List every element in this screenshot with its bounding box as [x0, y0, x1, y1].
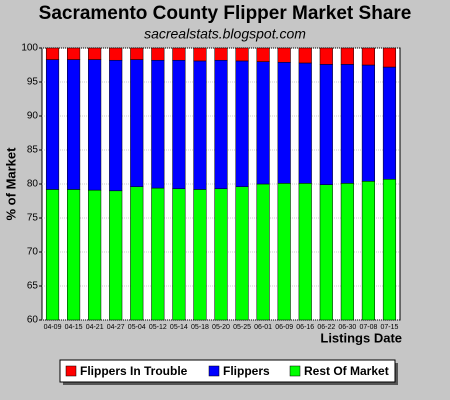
- bar-segment: [340, 47, 354, 65]
- x-tick-label: 05-12: [149, 324, 167, 331]
- x-tick-label: 05-04: [128, 324, 146, 331]
- x-tick-label: 04-21: [86, 324, 104, 331]
- bar-segment: [382, 47, 397, 68]
- x-tick-label: 04-09: [44, 324, 62, 331]
- x-tick-label: 05-18: [191, 324, 209, 331]
- bar-segment: [130, 186, 144, 321]
- x-tick-label: 04-27: [107, 324, 125, 331]
- y-tick-label: 60: [27, 315, 39, 326]
- y-tick-label: 65: [27, 281, 39, 292]
- bar-segment: [214, 47, 228, 61]
- bar-segment: [277, 183, 291, 321]
- y-tick-label: 75: [27, 213, 39, 224]
- x-tick-label: 05-14: [170, 324, 188, 331]
- x-tick-label: 05-20: [212, 324, 230, 331]
- bar-segment: [319, 184, 333, 321]
- bar-segment: [214, 188, 228, 321]
- y-tick-label: 95: [27, 77, 39, 88]
- bar-segment: [151, 47, 165, 61]
- bar-segment: [319, 64, 333, 185]
- bar-segment: [193, 189, 207, 321]
- chart-title: Sacramento County Flipper Market Share: [39, 3, 412, 24]
- bar-segment: [256, 61, 270, 185]
- bar-segment: [361, 181, 375, 321]
- bar-segment: [382, 178, 397, 321]
- bar-segment: [172, 59, 186, 190]
- bar-segment: [235, 60, 249, 187]
- bar-segment: [172, 188, 186, 321]
- x-tick-label: 07-15: [381, 324, 399, 331]
- bar-segment: [277, 62, 291, 184]
- legend-label: Flippers: [223, 364, 270, 378]
- legend-swatch: [289, 365, 301, 377]
- bar-segment: [214, 59, 228, 190]
- bar-segment: [88, 189, 102, 321]
- y-tick-label: 90: [27, 111, 39, 122]
- bar-segment: [256, 183, 270, 321]
- bar-segment: [298, 62, 312, 184]
- bar-segment: [109, 59, 123, 192]
- x-tick-label: 06-01: [254, 324, 272, 331]
- y-tick-label: 80: [27, 179, 39, 190]
- bar-segment: [361, 47, 375, 66]
- bar-segment: [193, 47, 207, 62]
- x-tick-label: 04-15: [65, 324, 83, 331]
- legend-label: Rest Of Market: [304, 364, 389, 378]
- bar-segment: [298, 47, 312, 64]
- legend-swatch: [65, 365, 77, 377]
- bar-segment: [88, 59, 102, 191]
- bar-segment: [172, 47, 186, 61]
- bar-segment: [340, 64, 354, 184]
- legend-swatch: [208, 365, 220, 377]
- bar-segment: [45, 47, 60, 60]
- bar-segment: [67, 59, 81, 190]
- x-tick-label: 06-30: [338, 324, 356, 331]
- bar-segment: [151, 187, 165, 321]
- y-tick-label: 100: [21, 43, 38, 54]
- x-tick-label: 06-22: [317, 324, 335, 331]
- x-tick-label: 06-09: [275, 324, 293, 331]
- bar-segment: [88, 47, 102, 60]
- bar-segment: [67, 47, 81, 60]
- bar-segment: [340, 183, 354, 321]
- x-tick-label: 06-16: [296, 324, 314, 331]
- bar-segment: [151, 59, 165, 189]
- y-tick-label: 70: [27, 247, 39, 258]
- bar-segment: [298, 183, 312, 321]
- bar-segment: [193, 60, 207, 190]
- legend-box: [59, 359, 396, 383]
- bar-segment: [235, 186, 249, 321]
- bar-segment: [235, 47, 249, 62]
- x-tick-label: 07-08: [359, 324, 377, 331]
- bar-segment: [382, 66, 397, 180]
- bar-segment: [130, 59, 144, 187]
- bar-segment: [130, 47, 144, 60]
- bar-segment: [256, 47, 270, 62]
- legend-label: Flippers In Trouble: [80, 364, 188, 378]
- bar-segment: [109, 47, 123, 61]
- x-axis-label: Listings Date: [320, 330, 402, 345]
- x-tick-label: 05-25: [233, 324, 251, 331]
- bar-segment: [109, 190, 123, 321]
- chart-subtitle: sacrealstats.blogspot.com: [144, 26, 306, 42]
- bar-segment: [319, 47, 333, 65]
- bar-segment: [277, 47, 291, 63]
- bar-segment: [67, 189, 81, 321]
- y-axis-label: % of Market: [3, 147, 18, 221]
- bar-segment: [45, 189, 60, 321]
- bar-segment: [361, 64, 375, 182]
- bar-segment: [45, 59, 60, 190]
- y-tick-label: 85: [27, 145, 39, 156]
